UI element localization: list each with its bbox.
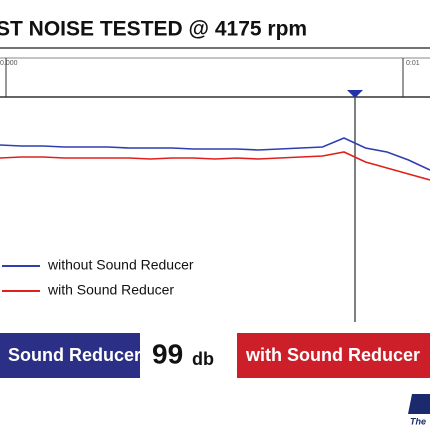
result-value: 99 [152, 338, 183, 369]
legend-label: without Sound Reducer [47, 257, 194, 273]
chart-title: ST NOISE TESTED @ 4175 rpm [0, 18, 307, 41]
result-unit: db [192, 349, 214, 369]
time-label: 0:01 [406, 60, 420, 67]
time-label: 0.000 [0, 60, 18, 67]
right-box-label: with Sound Reducer [245, 345, 420, 365]
series-line [0, 151, 430, 181]
right-box [237, 333, 430, 378]
left-box [0, 333, 140, 378]
series-line [0, 137, 430, 171]
logo-text: The [410, 416, 426, 426]
cursor-marker [347, 90, 363, 98]
legend-label: with Sound Reducer [47, 282, 174, 298]
logo-mark [408, 394, 430, 414]
left-box-label: Sound Reducer [8, 345, 141, 365]
